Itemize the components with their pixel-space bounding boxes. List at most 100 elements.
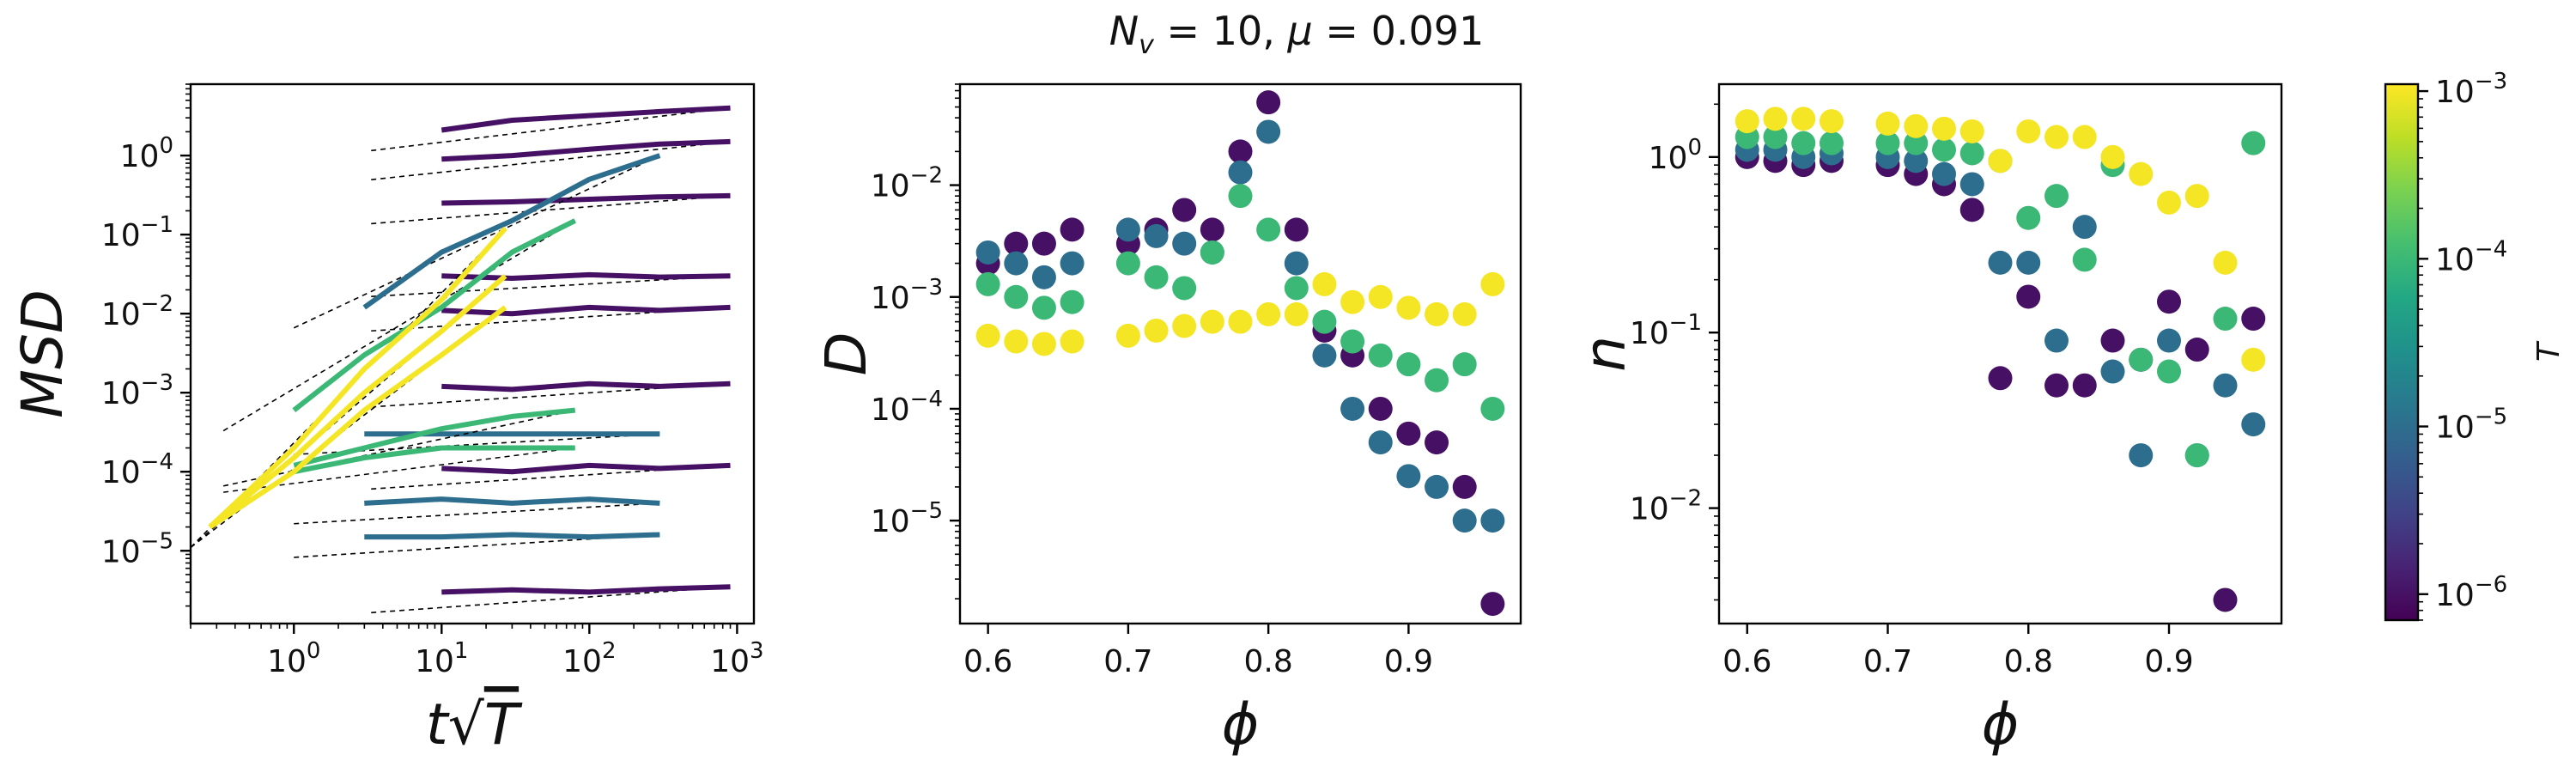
- y-tick-label: 10−4: [101, 449, 173, 490]
- x-tick-label: 0.8: [2004, 644, 2053, 679]
- fit-line: [371, 275, 731, 297]
- data-point: [2157, 328, 2181, 353]
- msd-curve: [441, 584, 731, 595]
- msd-curve: [440, 105, 731, 133]
- data-point: [1875, 111, 1900, 136]
- x-tick-label: 0.9: [1384, 644, 1433, 679]
- data-point: [975, 323, 1000, 348]
- data-point: [2157, 359, 2181, 384]
- data-point: [1988, 250, 2013, 275]
- msd-curve: [292, 218, 577, 412]
- data-point: [1172, 231, 1197, 256]
- axes-frame: [189, 82, 756, 625]
- colorbar-label: T: [2531, 340, 2567, 362]
- data-point: [1200, 217, 1224, 242]
- data-point: [2129, 347, 2154, 372]
- data-point: [1425, 368, 1449, 393]
- fit-line: [371, 107, 731, 152]
- x-tick-label: 0.8: [1244, 644, 1293, 679]
- data-point: [1932, 116, 1956, 141]
- data-point: [1004, 329, 1029, 354]
- data-point: [1988, 149, 2013, 173]
- data-point: [1396, 464, 1421, 489]
- data-point: [2016, 205, 2041, 230]
- panel-diffusion: 0.6 0.7 0.8 0.9 10−5 10−4 10−3 10−2 ϕ D: [813, 82, 1522, 758]
- data-point: [1004, 284, 1029, 309]
- data-point: [1368, 396, 1393, 421]
- msd-curve: [441, 304, 731, 317]
- data-point: [1256, 90, 1281, 115]
- fit-line: [371, 307, 731, 332]
- data-point: [1959, 119, 1984, 143]
- data-point: [2129, 443, 2154, 468]
- x-tick-label: 0.7: [1863, 644, 1912, 679]
- data-point: [2072, 215, 2097, 240]
- data-point: [1004, 231, 1029, 256]
- data-point: [2100, 328, 2125, 353]
- data-point: [1904, 113, 1929, 138]
- y-tick-label: 100: [120, 133, 173, 174]
- x-tick-label: 100: [267, 638, 320, 679]
- y-tick-label: 100: [1649, 135, 1702, 176]
- x-tick-label: 103: [710, 638, 763, 679]
- y-tick-label: 10−2: [101, 291, 173, 332]
- fit-line: [371, 382, 731, 408]
- data-point: [2241, 347, 2266, 372]
- msd-curve: [293, 445, 575, 475]
- data-point: [1200, 240, 1224, 265]
- y-tick-label: 10−3: [871, 275, 943, 316]
- plot-area-msd: [191, 105, 731, 614]
- data-point: [1284, 276, 1309, 301]
- data-point: [2213, 373, 2238, 398]
- data-point: [1172, 198, 1197, 222]
- msd-curve: [441, 271, 731, 281]
- data-point: [1875, 131, 1900, 155]
- data-point: [1904, 131, 1929, 155]
- data-point: [2213, 587, 2238, 612]
- panel-msd: 100 101 102 103 10−5 10−4 10−3 10−2 10−1 100 t√T MS…: [9, 82, 764, 758]
- fit-line: [371, 465, 731, 490]
- data-point: [2184, 338, 2209, 362]
- data-point: [2016, 250, 2041, 275]
- data-point: [1480, 508, 1505, 533]
- data-point: [2072, 373, 2097, 398]
- y-tick-label: 10−3: [101, 370, 173, 411]
- x-tick-label: 0.7: [1103, 644, 1152, 679]
- data-point: [1144, 265, 1169, 289]
- data-point: [1340, 329, 1365, 354]
- data-point: [2241, 307, 2266, 332]
- figure-suptitle: Nv = 10, μ = 0.091: [1109, 8, 1485, 60]
- x-axis-label: ϕ: [1982, 691, 2020, 758]
- msd-curve: [441, 462, 731, 475]
- data-point: [2100, 144, 2125, 169]
- data-point: [1115, 251, 1140, 276]
- msd-curve: [293, 407, 575, 468]
- colorbar: 10−6 10−5 10−4 10−3 T: [2384, 69, 2567, 622]
- data-point: [1763, 107, 1788, 131]
- data-point: [1031, 265, 1056, 289]
- msd-curve: [362, 153, 661, 310]
- data-point: [2044, 373, 2069, 398]
- x-tick-label: 0.9: [2144, 644, 2193, 679]
- y-tick-label: 10−4: [871, 386, 943, 428]
- fit-line: [371, 141, 731, 181]
- x-tick-label: 101: [415, 638, 468, 679]
- data-point: [1959, 172, 1984, 197]
- data-point: [2157, 190, 2181, 215]
- x-axis-label: t√T: [426, 691, 523, 758]
- data-point: [1368, 284, 1393, 309]
- data-point: [1932, 161, 1956, 186]
- data-point: [1959, 141, 1984, 166]
- data-point: [2184, 443, 2209, 468]
- data-point: [1820, 131, 1844, 155]
- data-point: [1228, 309, 1253, 334]
- data-point: [1368, 430, 1393, 455]
- msd-curve: [208, 274, 507, 529]
- data-point: [1256, 119, 1281, 144]
- data-point: [1340, 289, 1365, 314]
- data-point: [1904, 149, 1929, 173]
- data-point: [1452, 301, 1477, 326]
- y-axis-label: D: [813, 332, 879, 376]
- data-point: [1396, 421, 1421, 446]
- data-point: [1004, 251, 1029, 276]
